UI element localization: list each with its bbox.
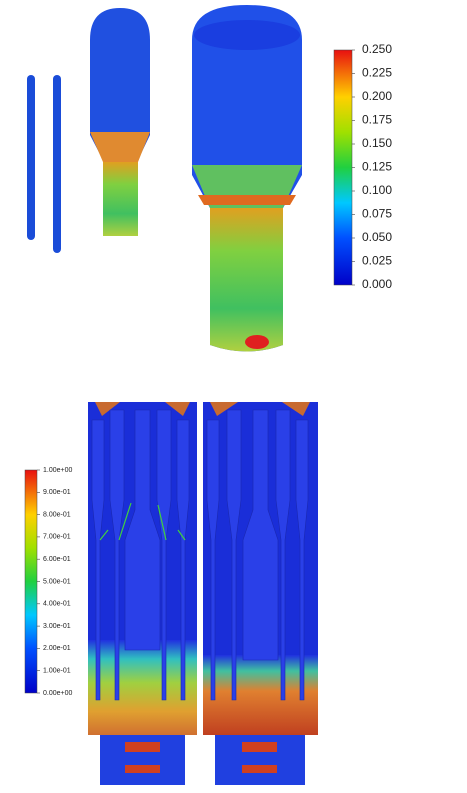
colorbar-label: 0.225 — [362, 66, 392, 80]
colorbar-label: 0.00e+00 — [43, 690, 72, 697]
colorbar-label: 0.075 — [362, 207, 392, 221]
colorbar-label: 0.200 — [362, 89, 392, 103]
colorbar-label: 2.00e-01 — [43, 645, 71, 652]
colorbar-label: 5.00e-01 — [43, 578, 71, 585]
reactor-left — [88, 402, 197, 785]
colorbar — [333, 49, 353, 286]
small-vessel — [90, 8, 150, 236]
colorbar-label: 3.00e-01 — [43, 623, 71, 630]
reactor-right — [203, 402, 318, 785]
colorbar-label: 1.00e+00 — [43, 467, 72, 474]
colorbar-label: 6.00e-01 — [43, 556, 71, 563]
colorbar-label: 0.000 — [362, 277, 392, 291]
colorbar-label: 0.025 — [362, 254, 392, 268]
tubes — [27, 75, 61, 253]
colorbar-label: 0.175 — [362, 113, 392, 127]
colorbar — [24, 469, 38, 694]
colorbar-label: 0.050 — [362, 230, 392, 244]
colorbar-label: 7.00e-01 — [43, 534, 71, 541]
large-vessel — [192, 5, 302, 352]
colorbar-label: 0.100 — [362, 183, 392, 197]
colorbar-label: 0.250 — [362, 42, 392, 56]
colorbar-label: 0.125 — [362, 160, 392, 174]
colorbar-label: 8.00e-01 — [43, 511, 71, 518]
colorbar-label: 1.00e-01 — [43, 668, 71, 675]
colorbar-label: 9.00e-01 — [43, 489, 71, 496]
colorbar-label: 0.150 — [362, 136, 392, 150]
colorbar-label: 4.00e-01 — [43, 601, 71, 608]
